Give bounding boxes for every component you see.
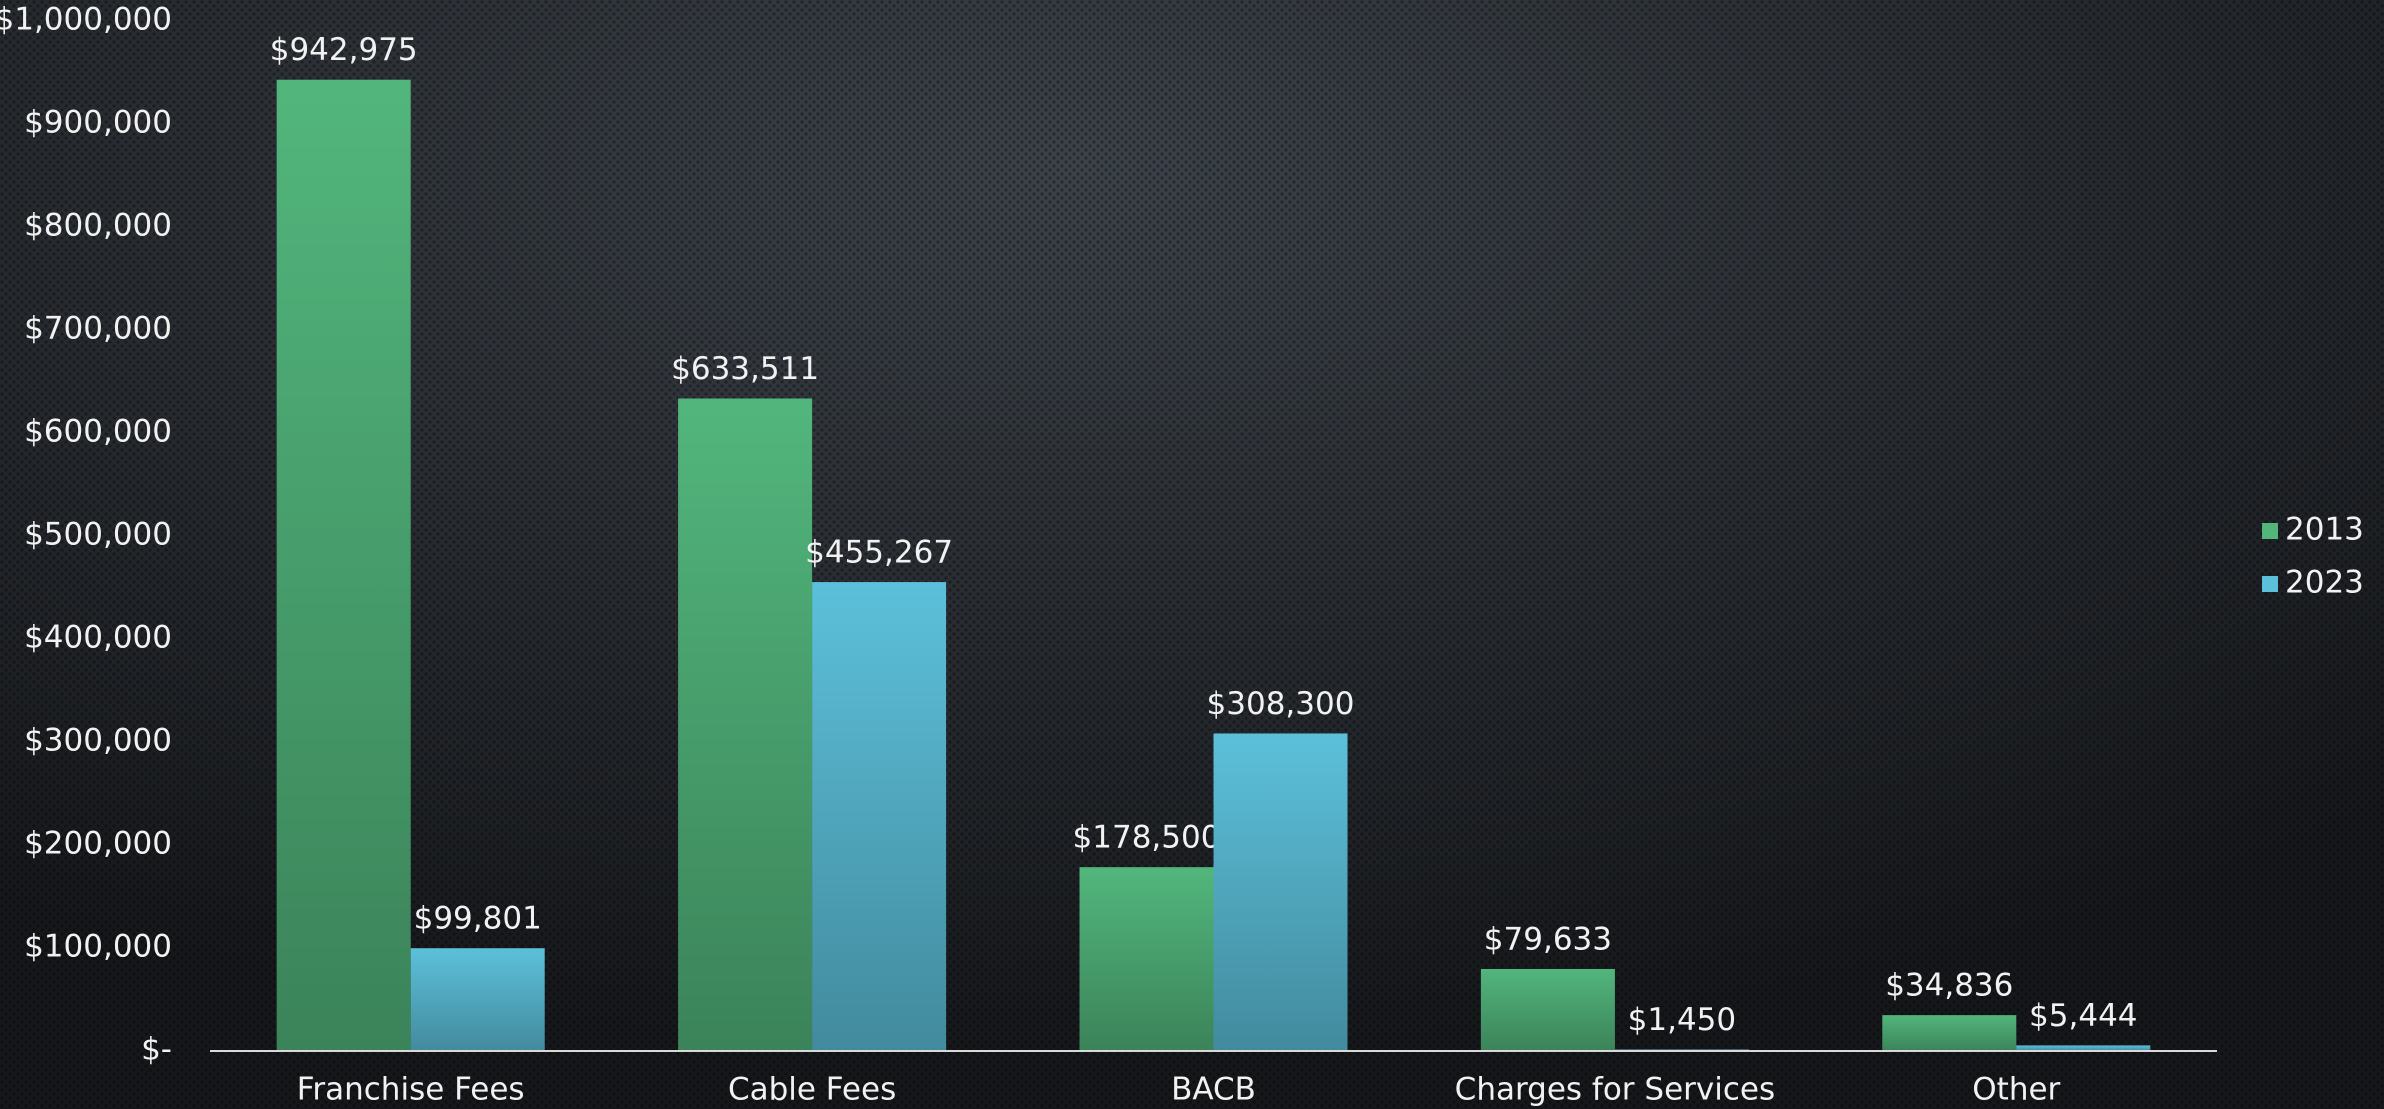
data-label: $178,500 <box>1073 820 1221 856</box>
bar-shade <box>1213 733 1348 1051</box>
y-tick-label: $800,000 <box>24 208 172 244</box>
bar-shade <box>276 79 411 1052</box>
bar-shade <box>1079 867 1214 1051</box>
data-label: $79,633 <box>1484 921 1612 957</box>
y-tick-label: $300,000 <box>24 723 172 759</box>
bar-shade <box>1882 1015 2017 1051</box>
y-tick-label: $400,000 <box>24 620 172 656</box>
y-tick-label: $200,000 <box>24 826 172 862</box>
bar-shade <box>2016 1045 2151 1051</box>
legend-label: 2023 <box>2285 565 2364 601</box>
y-tick-label: $100,000 <box>24 929 172 965</box>
data-label: $34,836 <box>1885 968 2013 1004</box>
x-tick-label: Cable Fees <box>728 1072 896 1108</box>
legend-swatch <box>2262 576 2278 592</box>
legend-swatch <box>2262 523 2278 539</box>
x-tick-label: BACB <box>1171 1072 1256 1108</box>
x-tick-label: Other <box>1972 1072 2060 1108</box>
y-tick-label: $900,000 <box>24 105 172 141</box>
y-tick-label: $500,000 <box>24 517 172 553</box>
x-tick-label: Franchise Fees <box>297 1072 525 1108</box>
data-label: $99,801 <box>414 901 542 937</box>
y-tick-label: $1,000,000 <box>0 2 172 38</box>
bar-shade <box>678 398 813 1052</box>
y-tick-label: $700,000 <box>24 311 172 347</box>
legend-label: 2013 <box>2285 512 2364 548</box>
bar-shade <box>410 948 545 1051</box>
bar-shade <box>1480 968 1615 1051</box>
data-label: $308,300 <box>1207 686 1355 722</box>
data-label: $1,450 <box>1628 1002 1736 1038</box>
y-tick-label: $- <box>141 1032 172 1068</box>
data-label: $942,975 <box>270 32 418 68</box>
data-label: $5,444 <box>2029 998 2137 1034</box>
x-tick-label: Charges for Services <box>1455 1072 1775 1108</box>
bar-shade <box>812 582 947 1051</box>
data-label: $633,511 <box>671 351 819 387</box>
y-tick-label: $600,000 <box>24 414 172 450</box>
data-label: $455,267 <box>805 535 953 571</box>
